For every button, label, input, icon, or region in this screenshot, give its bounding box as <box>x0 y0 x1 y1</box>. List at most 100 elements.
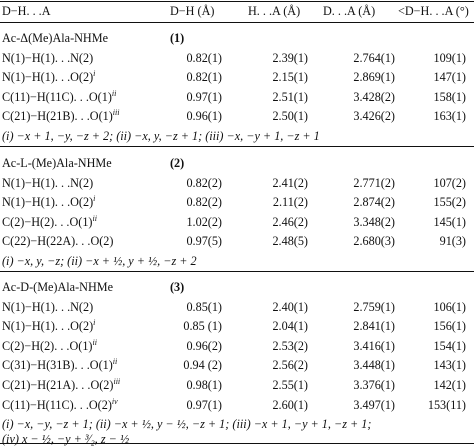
dh-value: 0.97(1) <box>186 397 222 412</box>
ha-value: 2.48(5) <box>272 234 308 249</box>
angle-value: 106(1) <box>433 299 467 314</box>
dh-value: 0.82(2) <box>186 195 222 210</box>
table-row: N(1)−H(1). . .N(2) 0.85(1) 2.40(1) 2.759(1)… <box>0 299 474 316</box>
ha-value: 2.56(2) <box>272 358 308 373</box>
ha-value: 2.41(2) <box>272 175 308 190</box>
da-value: 2.869(1) <box>353 70 395 85</box>
da-value: 3.448(1) <box>353 358 395 373</box>
symmetry-note: (iv) x − ½, −y + ³⁄₂, z − ½ <box>2 432 130 447</box>
dh-value: 0.85(1) <box>186 299 222 314</box>
symmetry-code: iv <box>111 396 118 406</box>
symmetry-code: ii <box>111 88 117 98</box>
symmetry-code: ii <box>92 213 97 223</box>
table-row: C(22)−H(22A). . .O(2) 0.97(5) 2.48(5) 2.680… <box>0 233 474 250</box>
symmetry-note: (i) −x, y, −z; (ii) −x + ½, y + ½, −z + … <box>2 254 197 268</box>
dh-value: 0.98(1) <box>186 378 222 392</box>
header-bond: D−H. . .A <box>2 4 51 18</box>
header-ha: H. . .A (Å) <box>248 4 301 18</box>
bond-cell: N(1)−H(1). . .O(2)i <box>2 194 95 211</box>
ha-value: 2.60(1) <box>272 397 308 412</box>
da-value: 2.841(1) <box>353 319 395 334</box>
dh-value: 0.94 (2) <box>183 358 222 373</box>
bond-label: C(11)−H(11C). . .O(1) <box>2 89 112 104</box>
table-header: D−H. . .A D−H (Å) H. . .A (Å) D. . .A (Å… <box>0 3 474 20</box>
dh-value: 0.96(2) <box>186 338 222 353</box>
ha-value: 2.39(1) <box>272 50 308 65</box>
angle-value: 142(1) <box>433 378 467 392</box>
symmetry-code: iii <box>112 108 120 118</box>
angle-value: 145(1) <box>433 214 467 229</box>
bond-label: C(2)−H(2). . .O(1) <box>2 214 93 229</box>
da-value: 3.426(2) <box>353 109 395 124</box>
angle-value: 163(1) <box>433 109 467 124</box>
dh-value: 0.82(1) <box>186 70 222 85</box>
table-row: N(1)−H(1). . .N(2) 0.82(1) 2.39(1) 2.764(1)… <box>0 50 474 67</box>
ha-value: 2.04(1) <box>272 319 308 334</box>
table-row: N(1)−H(1). . .O(2)i 0.82(2) 2.11(2) 2.874(2… <box>0 194 474 211</box>
angle-value: 158(1) <box>433 89 467 104</box>
bond-label: N(1)−H(1). . .O(2) <box>2 195 94 210</box>
table-row: C(11)−H(11C). . .O(2)iv 0.97(1) 2.60(1) 3.4… <box>0 397 474 414</box>
bond-cell: N(1)−H(1). . .O(2)i <box>2 69 95 86</box>
compound-id: (1) <box>170 31 185 45</box>
compound-name: Ac-D-(Me)Ala-NHMe <box>2 280 113 294</box>
table-row: C(2)−H(2). . .O(1)ii 0.96(2) 2.53(2) 3.416(… <box>0 338 474 355</box>
bond-label: N(1)−H(1). . .O(2) <box>2 319 94 334</box>
angle-value: 109(1) <box>433 50 467 65</box>
compound-name: Ac-Δ(Me)Ala-NHMe <box>2 31 108 45</box>
ha-value: 2.53(2) <box>272 338 308 353</box>
dh-value: 0.85 (1) <box>183 319 222 334</box>
angle-value: 91(3) <box>439 234 466 249</box>
symmetry-code: i <box>93 194 96 204</box>
bond-cell: N(1)−H(1). . .N(2) <box>2 299 93 316</box>
ha-value: 2.50(1) <box>272 109 308 124</box>
group-heading: Ac-L-(Me)Ala-NHMe (2) <box>0 155 474 172</box>
ha-value: 2.55(1) <box>272 378 308 392</box>
bond-cell: N(1)−H(1). . .N(2) <box>2 175 93 192</box>
da-value: 2.874(2) <box>353 195 395 210</box>
compound-id: (2) <box>170 156 185 170</box>
angle-value: 154(1) <box>433 338 467 353</box>
da-value: 2.771(2) <box>353 175 395 190</box>
bond-label: C(31)−H(31B). . .O(1) <box>2 358 113 373</box>
bottom-rule <box>0 443 474 444</box>
bond-cell: C(11)−H(11C). . .O(1)ii <box>2 89 116 106</box>
bond-label: N(1)−H(1). . .N(2) <box>2 175 94 190</box>
bond-cell: C(21)−H(21B). . .O(1)iii <box>2 108 119 125</box>
header-angle: <D−H. . .A (°) <box>398 4 469 18</box>
table-row: N(1)−H(1). . .O(2)i 0.85 (1) 2.04(1) 2.841(… <box>0 318 474 335</box>
symmetry-code: i <box>93 318 96 328</box>
da-value: 3.416(1) <box>353 338 395 353</box>
group-heading: Ac-Δ(Me)Ala-NHMe (1) <box>0 30 474 47</box>
dh-value: 0.82(2) <box>186 175 222 190</box>
angle-value: 153(11) <box>427 397 466 412</box>
ha-value: 2.11(2) <box>272 195 308 210</box>
angle-value: 155(2) <box>433 195 467 210</box>
angle-value: 156(1) <box>433 319 467 334</box>
ha-value: 2.15(1) <box>272 70 308 85</box>
table-row: C(21)−H(21A). . .O(2)iii 0.98(1) 2.55(1) 3.… <box>0 377 474 394</box>
da-value: 3.497(1) <box>353 397 395 412</box>
ha-value: 2.51(1) <box>272 89 308 104</box>
ha-value: 2.40(1) <box>272 299 308 314</box>
bond-label: N(1)−H(1). . .O(2) <box>2 70 94 85</box>
bond-cell: C(11)−H(11C). . .O(2)iv <box>2 397 118 414</box>
dh-value: 0.97(1) <box>186 89 222 104</box>
dh-value: 1.02(2) <box>186 214 222 229</box>
bond-cell: N(1)−H(1). . .O(2)i <box>2 318 95 335</box>
compound-id: (3) <box>170 280 185 294</box>
table-row: N(1)−H(1). . .N(2) 0.82(2) 2.41(2) 2.771(2)… <box>0 175 474 192</box>
da-value: 3.376(1) <box>353 378 395 392</box>
symmetry-code: ii <box>112 357 118 367</box>
symmetry-note: (i) −x, −y, −z + 1; (ii) −x + ½, y − ½, … <box>2 417 372 432</box>
angle-value: 147(1) <box>433 70 467 85</box>
table-row: C(21)−H(21B). . .O(1)iii 0.96(1) 2.50(1) 3.… <box>0 108 474 125</box>
bond-label: C(21)−H(21B). . .O(1) <box>2 109 113 124</box>
compound-name: Ac-L-(Me)Ala-NHMe <box>2 156 112 170</box>
symmetry-code: i <box>93 69 96 79</box>
top-rule <box>0 1 474 2</box>
group-heading: Ac-D-(Me)Ala-NHMe (3) <box>0 279 474 296</box>
bond-cell: C(2)−H(2). . .O(1)ii <box>2 338 97 355</box>
group-rule <box>0 146 474 147</box>
